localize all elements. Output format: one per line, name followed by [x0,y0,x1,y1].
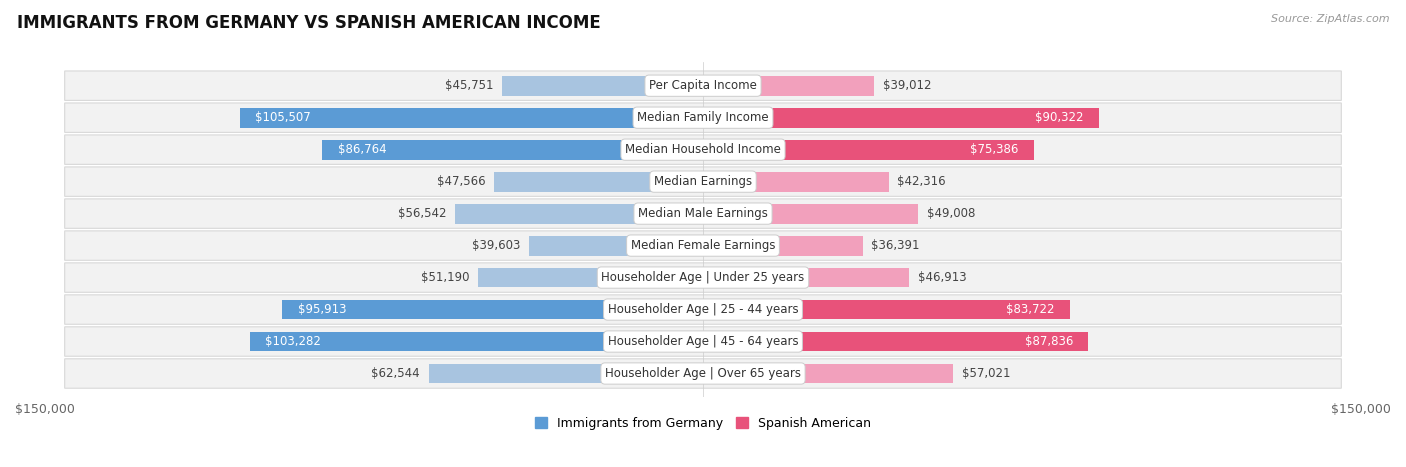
Text: Source: ZipAtlas.com: Source: ZipAtlas.com [1271,14,1389,24]
Bar [250,332,703,352]
FancyBboxPatch shape [65,327,1341,356]
Text: $56,542: $56,542 [398,207,446,220]
Text: Per Capita Income: Per Capita Income [650,79,756,92]
Text: Median Family Income: Median Family Income [637,111,769,124]
Text: $42,316: $42,316 [897,175,946,188]
Text: $39,012: $39,012 [883,79,931,92]
Text: $39,603: $39,603 [472,239,520,252]
Text: $45,751: $45,751 [446,79,494,92]
Text: $75,386: $75,386 [970,143,1018,156]
Text: $83,722: $83,722 [1007,303,1054,316]
Bar [703,204,918,224]
Text: IMMIGRANTS FROM GERMANY VS SPANISH AMERICAN INCOME: IMMIGRANTS FROM GERMANY VS SPANISH AMERI… [17,14,600,32]
Text: Householder Age | 25 - 44 years: Householder Age | 25 - 44 years [607,303,799,316]
Text: $90,322: $90,322 [1035,111,1084,124]
Text: Householder Age | 45 - 64 years: Householder Age | 45 - 64 years [607,335,799,348]
Bar [456,204,703,224]
Bar [703,140,1033,160]
Bar [703,364,953,383]
Text: $47,566: $47,566 [437,175,485,188]
FancyBboxPatch shape [65,295,1341,324]
FancyBboxPatch shape [65,199,1341,228]
Text: Householder Age | Under 25 years: Householder Age | Under 25 years [602,271,804,284]
Bar [240,108,703,127]
FancyBboxPatch shape [65,359,1341,388]
Text: Median Female Earnings: Median Female Earnings [631,239,775,252]
Text: $95,913: $95,913 [298,303,346,316]
Bar [703,268,908,288]
Text: Median Household Income: Median Household Income [626,143,780,156]
Bar [703,172,889,191]
Bar [502,76,703,96]
Text: $36,391: $36,391 [872,239,920,252]
Legend: Immigrants from Germany, Spanish American: Immigrants from Germany, Spanish America… [530,412,876,435]
Bar [703,332,1088,352]
Bar [703,108,1099,127]
Bar [478,268,703,288]
Bar [529,236,703,255]
Text: $62,544: $62,544 [371,367,420,380]
Text: $49,008: $49,008 [927,207,976,220]
Text: Householder Age | Over 65 years: Householder Age | Over 65 years [605,367,801,380]
Text: $86,764: $86,764 [337,143,387,156]
FancyBboxPatch shape [65,263,1341,292]
Bar [283,300,703,319]
Bar [322,140,703,160]
FancyBboxPatch shape [65,231,1341,260]
Text: $87,836: $87,836 [1025,335,1073,348]
FancyBboxPatch shape [65,103,1341,132]
Text: $57,021: $57,021 [962,367,1011,380]
FancyBboxPatch shape [65,135,1341,164]
Text: $103,282: $103,282 [266,335,321,348]
FancyBboxPatch shape [65,71,1341,100]
Text: Median Earnings: Median Earnings [654,175,752,188]
Text: $46,913: $46,913 [918,271,966,284]
Bar [703,76,875,96]
Bar [429,364,703,383]
FancyBboxPatch shape [65,167,1341,196]
Bar [703,300,1070,319]
Bar [495,172,703,191]
Bar [703,236,863,255]
Text: $51,190: $51,190 [422,271,470,284]
Text: $105,507: $105,507 [256,111,311,124]
Text: Median Male Earnings: Median Male Earnings [638,207,768,220]
